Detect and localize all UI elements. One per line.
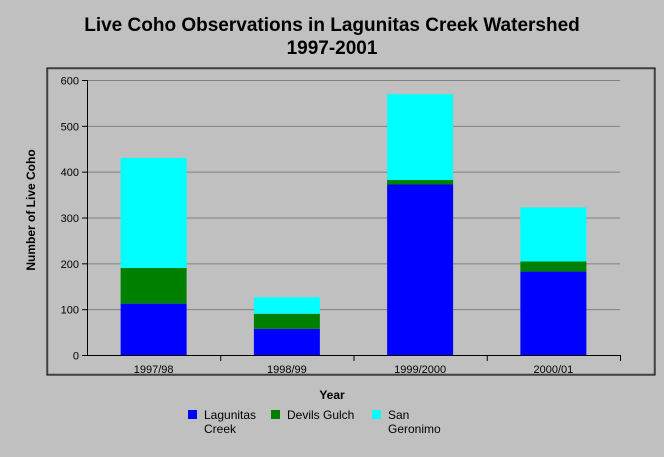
bar-lagunitas-creek xyxy=(253,328,320,355)
x-axis-label: Year xyxy=(319,388,345,402)
bar-devils-gulch xyxy=(253,313,320,329)
y-tick-label: 400 xyxy=(61,167,79,179)
legend-swatch xyxy=(372,410,381,419)
chart-subtitle: 1997-2001 xyxy=(286,38,378,59)
y-tick-label: 600 xyxy=(61,76,79,88)
bar-devils-gulch xyxy=(120,267,187,304)
chart-title: Live Coho Observations in Lagunitas Cree… xyxy=(84,15,580,36)
x-tick-label: 2000/01 xyxy=(533,364,573,376)
y-tick-label: 0 xyxy=(73,351,79,363)
legend-item: Devils Gulch xyxy=(271,408,354,422)
bar-san-geronimo xyxy=(387,94,454,180)
legend-label: San Geronimo xyxy=(388,408,441,436)
bar-lagunitas-creek xyxy=(120,303,187,355)
legend-label: Lagunitas Creek xyxy=(204,408,257,436)
y-tick-label: 100 xyxy=(61,305,79,317)
x-tick-label: 1998/99 xyxy=(267,364,307,376)
bar-lagunitas-creek xyxy=(387,184,454,355)
y-tick-label: 300 xyxy=(61,213,79,225)
x-tick-label: 1999/2000 xyxy=(394,364,446,376)
x-tick-label: 1997/98 xyxy=(134,364,174,376)
bar-devils-gulch xyxy=(387,179,454,185)
legend-swatch xyxy=(188,410,197,419)
bar-san-geronimo xyxy=(120,157,187,268)
bar-san-geronimo xyxy=(520,207,587,262)
y-tick-label: 200 xyxy=(61,259,79,271)
bar-devils-gulch xyxy=(520,261,587,272)
legend-item: San Geronimo xyxy=(372,408,441,436)
bar-lagunitas-creek xyxy=(520,271,587,355)
legend-swatch xyxy=(271,410,280,419)
plot-frame xyxy=(46,67,656,376)
plot-frame-inner xyxy=(47,68,655,375)
y-axis-label: Number of Live Coho xyxy=(24,149,38,271)
y-tick-label: 500 xyxy=(61,121,79,133)
bar-san-geronimo xyxy=(253,297,320,314)
legend-label: Devils Gulch xyxy=(287,408,355,422)
legend-item: Lagunitas Creek xyxy=(188,408,256,436)
